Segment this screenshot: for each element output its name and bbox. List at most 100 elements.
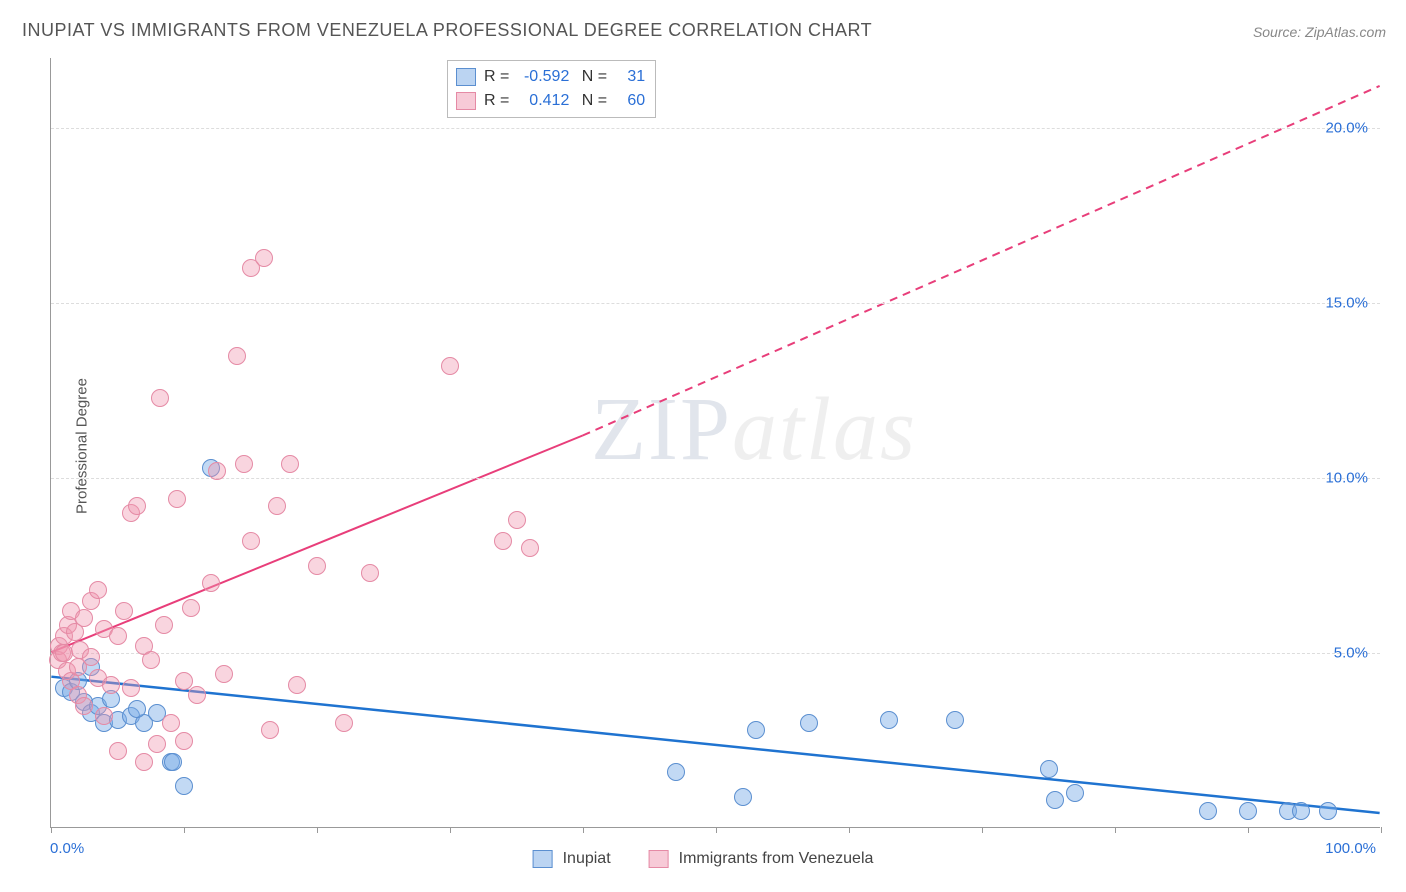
x-tick xyxy=(1248,827,1249,833)
data-point-inupiat xyxy=(1292,802,1310,820)
stats-legend-box: R = -0.592 N = 31 R = 0.412 N = 60 xyxy=(447,60,656,118)
data-point-venezuela xyxy=(115,602,133,620)
data-point-venezuela xyxy=(155,616,173,634)
data-point-venezuela xyxy=(441,357,459,375)
data-point-venezuela xyxy=(188,686,206,704)
x-tick xyxy=(317,827,318,833)
x-tick xyxy=(716,827,717,833)
data-point-venezuela xyxy=(89,581,107,599)
data-point-venezuela xyxy=(109,627,127,645)
gridline xyxy=(51,303,1380,304)
swatch-inupiat xyxy=(456,68,476,86)
legend-swatch-venezuela xyxy=(649,850,669,868)
data-point-venezuela xyxy=(128,497,146,515)
trend-line-dashed-venezuela xyxy=(583,86,1380,436)
data-point-inupiat xyxy=(747,721,765,739)
data-point-venezuela xyxy=(151,389,169,407)
y-tick-label: 15.0% xyxy=(1325,295,1368,312)
watermark: ZIPatlas xyxy=(591,378,917,481)
data-point-venezuela xyxy=(508,511,526,529)
data-point-venezuela xyxy=(521,539,539,557)
stat-r-value-venezuela: 0.412 xyxy=(517,89,569,113)
data-point-venezuela xyxy=(168,490,186,508)
data-point-venezuela xyxy=(335,714,353,732)
data-point-venezuela xyxy=(182,599,200,617)
data-point-inupiat xyxy=(1046,791,1064,809)
data-point-venezuela xyxy=(228,347,246,365)
x-tick xyxy=(184,827,185,833)
stat-r-label: R = xyxy=(484,65,509,89)
x-tick xyxy=(51,827,52,833)
data-point-inupiat xyxy=(175,777,193,795)
data-point-venezuela xyxy=(75,609,93,627)
data-point-venezuela xyxy=(261,721,279,739)
data-point-inupiat xyxy=(1066,784,1084,802)
data-point-inupiat xyxy=(164,753,182,771)
x-tick xyxy=(583,827,584,833)
data-point-venezuela xyxy=(82,648,100,666)
data-point-venezuela xyxy=(109,742,127,760)
data-point-venezuela xyxy=(308,557,326,575)
data-point-venezuela xyxy=(268,497,286,515)
stat-n-label: N = xyxy=(577,65,607,89)
source-attribution: Source: ZipAtlas.com xyxy=(1253,24,1386,40)
data-point-venezuela xyxy=(75,697,93,715)
data-point-inupiat xyxy=(667,763,685,781)
data-point-venezuela xyxy=(102,676,120,694)
stats-row-venezuela: R = 0.412 N = 60 xyxy=(456,89,645,113)
stat-n-value-venezuela: 60 xyxy=(615,89,645,113)
data-point-venezuela xyxy=(175,732,193,750)
data-point-venezuela xyxy=(122,679,140,697)
data-point-venezuela xyxy=(242,532,260,550)
data-point-inupiat xyxy=(800,714,818,732)
data-point-inupiat xyxy=(880,711,898,729)
x-axis-min-label: 0.0% xyxy=(50,840,84,857)
correlation-chart: INUPIAT VS IMMIGRANTS FROM VENEZUELA PRO… xyxy=(0,0,1406,892)
x-tick xyxy=(450,827,451,833)
data-point-venezuela xyxy=(202,574,220,592)
chart-title: INUPIAT VS IMMIGRANTS FROM VENEZUELA PRO… xyxy=(22,20,872,41)
data-point-venezuela xyxy=(288,676,306,694)
gridline xyxy=(51,653,1380,654)
data-point-venezuela xyxy=(361,564,379,582)
bottom-legend: Inupiat Immigrants from Venezuela xyxy=(533,850,874,868)
x-axis-max-label: 100.0% xyxy=(1325,840,1376,857)
data-point-venezuela xyxy=(148,735,166,753)
trend-lines-layer xyxy=(51,58,1380,827)
x-tick xyxy=(982,827,983,833)
x-tick xyxy=(1115,827,1116,833)
watermark-part2: atlas xyxy=(732,380,917,479)
data-point-inupiat xyxy=(1199,802,1217,820)
data-point-inupiat xyxy=(1040,760,1058,778)
data-point-venezuela xyxy=(281,455,299,473)
data-point-inupiat xyxy=(734,788,752,806)
trend-line-inupiat xyxy=(51,677,1379,813)
data-point-venezuela xyxy=(494,532,512,550)
swatch-venezuela xyxy=(456,92,476,110)
stat-r-value-inupiat: -0.592 xyxy=(517,65,569,89)
data-point-venezuela xyxy=(235,455,253,473)
data-point-venezuela xyxy=(95,707,113,725)
stat-n-value-inupiat: 31 xyxy=(615,65,645,89)
watermark-part1: ZIP xyxy=(591,380,732,479)
stats-row-inupiat: R = -0.592 N = 31 xyxy=(456,65,645,89)
legend-swatch-inupiat xyxy=(533,850,553,868)
data-point-inupiat xyxy=(946,711,964,729)
y-tick-label: 10.0% xyxy=(1325,470,1368,487)
data-point-venezuela xyxy=(255,249,273,267)
data-point-venezuela xyxy=(142,651,160,669)
gridline xyxy=(51,128,1380,129)
data-point-inupiat xyxy=(1239,802,1257,820)
gridline xyxy=(51,478,1380,479)
y-tick-label: 5.0% xyxy=(1334,645,1368,662)
data-point-inupiat xyxy=(128,700,146,718)
data-point-inupiat xyxy=(1319,802,1337,820)
stat-n-label: N = xyxy=(577,89,607,113)
data-point-venezuela xyxy=(162,714,180,732)
stat-r-label: R = xyxy=(484,89,509,113)
data-point-venezuela xyxy=(208,462,226,480)
x-tick xyxy=(849,827,850,833)
legend-label-venezuela: Immigrants from Venezuela xyxy=(679,850,874,868)
data-point-venezuela xyxy=(215,665,233,683)
plot-area: ZIPatlas 5.0%10.0%15.0%20.0% xyxy=(50,58,1380,828)
